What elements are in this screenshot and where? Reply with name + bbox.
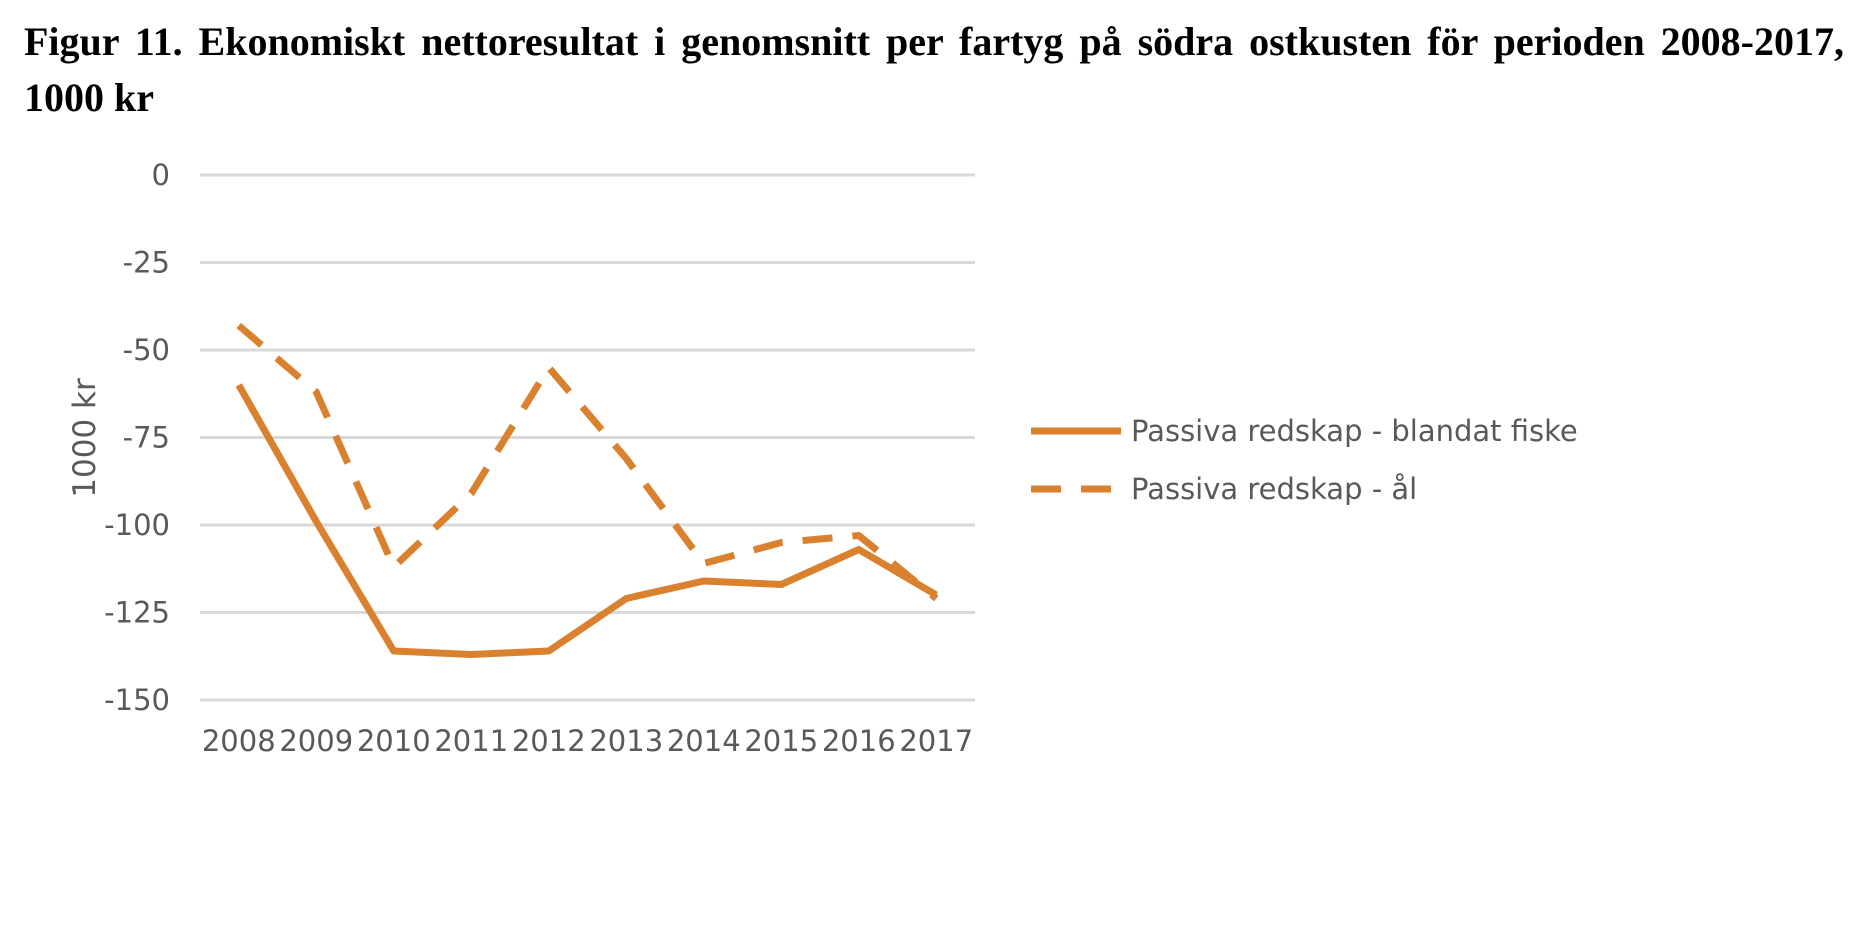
legend-label-2: Passiva redskap - ål xyxy=(1131,472,1417,506)
x-tick-label: 2014 xyxy=(667,724,741,758)
y-tick-label: -50 xyxy=(123,333,170,367)
x-tick-label: 2011 xyxy=(434,724,508,758)
y-tick-label: -150 xyxy=(104,683,170,717)
x-tick-label: 2009 xyxy=(279,724,353,758)
y-tick-labels: 0 -25 -50 -75 -100 -125 -150 xyxy=(104,158,170,717)
figure-caption: Figur 11. Ekonomiskt nettoresultat i gen… xyxy=(24,19,1844,120)
series-line-1 xyxy=(235,383,939,658)
x-tick-labels: 2008 2009 2010 2011 2012 2013 2014 2015 2016 2017 xyxy=(202,724,973,758)
x-tick-label: 2010 xyxy=(357,724,431,758)
y-tick-label: -125 xyxy=(104,596,170,630)
y-tick-label: -25 xyxy=(123,246,170,280)
series-lines xyxy=(235,322,939,658)
x-tick-label: 2017 xyxy=(899,724,973,758)
series-line-2 xyxy=(236,322,939,602)
y-tick-label: -75 xyxy=(123,421,170,455)
legend-label-1: Passiva redskap - blandat fiske xyxy=(1131,414,1578,448)
x-tick-label: 2012 xyxy=(512,724,586,758)
x-tick-label: 2013 xyxy=(589,724,663,758)
y-tick-label: -100 xyxy=(104,508,170,542)
y-tick-label: 0 xyxy=(152,158,170,192)
y-axis-label: 1000 kr xyxy=(67,378,103,498)
legend: Passiva redskap - blandat fiske Passiva r… xyxy=(1031,414,1578,506)
x-tick-label: 2008 xyxy=(202,724,276,758)
x-tick-label: 2015 xyxy=(744,724,818,758)
x-tick-label: 2016 xyxy=(822,724,896,758)
gridlines xyxy=(200,173,975,702)
